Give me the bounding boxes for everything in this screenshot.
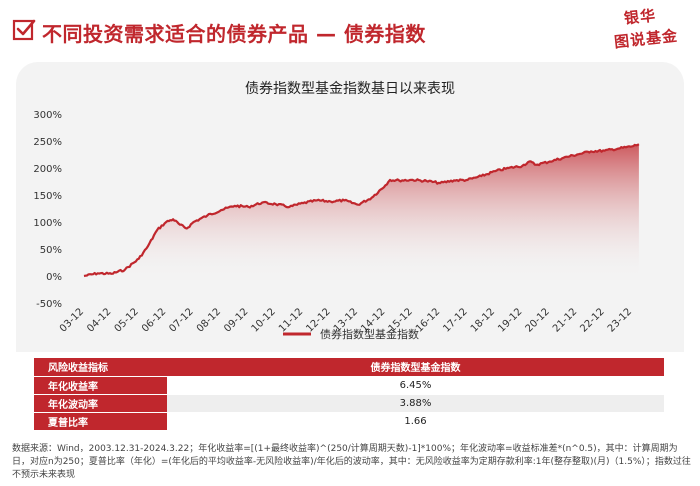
page-header: 不同投资需求适合的债券产品 — 债券指数 银华 图说基金 [0,0,700,60]
table-header-cell: 债券指数型基金指数 [167,358,664,377]
x-tick-label: 22-12 [578,306,606,334]
y-tick-label: 250% [33,137,62,148]
series-line [83,143,640,278]
x-tick-label: 08-12 [195,306,223,334]
table-row-value: 1.66 [167,412,664,431]
risk-metrics-table: 风险收益指标 债券指数型基金指数 年化收益率 6.45% 年化波动率 3.88%… [34,358,664,431]
x-tick-label: 06-12 [140,306,168,334]
legend-label: 债券指数型基金指数 [320,327,419,341]
series-area-fill [84,144,639,276]
x-tick-label: 23-12 [606,306,634,334]
chart-title: 债券指数型基金指数基日以来表现 [245,81,455,97]
x-tick-label: 07-12 [167,306,195,334]
y-tick-label: 300% [33,110,62,121]
table-row-label: 年化波动率 [34,394,167,413]
y-tick-label: 150% [33,191,62,202]
x-tick-label: 21-12 [551,306,579,334]
x-tick-label: 10-12 [250,306,278,334]
y-tick-label: -50% [36,299,62,310]
y-tick-label: 50% [40,245,62,256]
table-row-value: 3.88% [167,394,664,413]
page-title: 不同投资需求适合的债券产品 — 债券指数 [42,22,426,46]
legend: 债券指数型基金指数 [283,327,419,341]
table-row: 年化波动率 3.88% [34,394,664,413]
table-row-label: 夏普比率 [34,412,167,431]
x-tick-label: 04-12 [85,306,113,334]
x-tick-label: 03-12 [58,306,86,334]
x-tick-label: 20-12 [524,306,552,334]
checkbox-icon [12,19,36,41]
table-header-row: 风险收益指标 债券指数型基金指数 [34,358,664,377]
table-header-cell: 风险收益指标 [34,358,167,377]
line-area-chart: 300% 250% 200% 150% 100% 50% 0% -50% 03-12 04-12… [33,110,640,341]
x-tick-label: 19-12 [496,306,524,334]
table-row: 夏普比率 1.66 [34,412,664,431]
table-row-label: 年化收益率 [34,376,167,395]
x-tick-label: 17-12 [441,306,469,334]
x-tick-label: 09-12 [222,306,250,334]
x-tick-label: 05-12 [113,306,141,334]
table-row: 年化收益率 6.45% [34,376,664,395]
y-tick-label: 100% [33,218,62,229]
table-row-value: 6.45% [167,376,664,395]
x-tick-label: 11-12 [277,306,305,334]
y-tick-label: 0% [46,272,62,283]
x-tick-label: 18-12 [469,306,497,334]
y-tick-label: 200% [33,164,62,175]
y-axis: 300% 250% 200% 150% 100% 50% 0% -50% [33,110,62,310]
data-source-note: 数据来源：Wind，2003.12.31-2024.3.22；年化收益率=[(1… [12,444,691,480]
